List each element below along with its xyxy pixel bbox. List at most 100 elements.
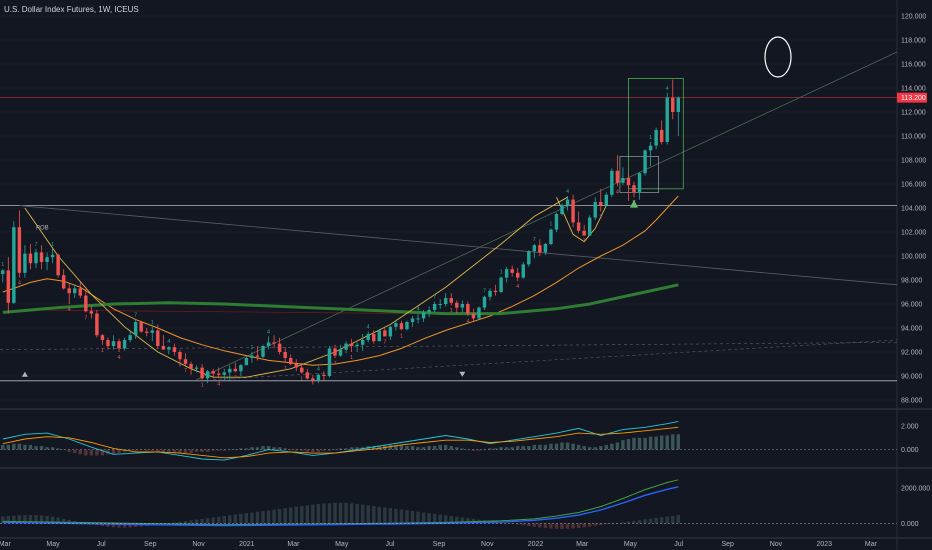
y-tick-label: 110.000	[901, 134, 926, 141]
triangle-up-marker[interactable]	[629, 199, 638, 208]
candle-body	[172, 347, 177, 352]
candle-body	[499, 277, 503, 292]
candle-body	[272, 342, 276, 344]
candle-body	[233, 368, 238, 372]
oscillator-histogram-bar	[399, 444, 404, 450]
candle-body	[565, 199, 570, 206]
parabolic-curve[interactable]	[556, 197, 607, 243]
oscillator-histogram-bar	[654, 436, 658, 450]
candle-body	[255, 355, 260, 357]
oscillator-histogram-bar	[294, 449, 298, 451]
candle-body	[156, 330, 160, 346]
td-setup-count: 4	[267, 329, 270, 335]
indicator-histogram-bar	[23, 515, 27, 524]
indicator-histogram-bar	[643, 519, 647, 524]
oscillator-histogram-bar	[139, 449, 143, 451]
candle-body	[421, 312, 426, 319]
td-setup-count: 1	[300, 377, 303, 383]
indicator-histogram-bar	[460, 517, 465, 524]
candle-body	[659, 130, 664, 142]
indicator-histogram-bar	[45, 516, 49, 524]
oscillator-histogram-bar	[416, 447, 420, 450]
indicator-histogram-bar	[338, 502, 343, 524]
td-setup-count: 4	[666, 86, 669, 92]
candle-body	[510, 269, 514, 273]
indicator-histogram-bar	[366, 505, 370, 524]
candle-body	[349, 343, 354, 346]
oscillator-histogram-bar	[61, 449, 66, 451]
oscillator-histogram-bar	[610, 443, 614, 450]
oscillator-histogram-bar	[671, 434, 675, 450]
candle-body	[95, 313, 99, 336]
oscillator-histogram-bar	[676, 434, 681, 450]
candle-body	[239, 365, 243, 372]
candle-body	[28, 253, 33, 264]
indicator-histogram-bar	[648, 518, 653, 524]
price-tag-label: 113.200	[901, 95, 926, 102]
y-tick-label: 100.000	[901, 254, 926, 261]
triangle-up-marker[interactable]	[21, 371, 28, 377]
candle-body	[189, 364, 193, 369]
x-tick-label: Mar	[0, 541, 11, 548]
td-setup-count: 7	[333, 361, 336, 367]
oscillator-histogram-bar	[222, 449, 226, 451]
indicator-y-tick-label: 0.000	[901, 521, 919, 528]
candle-body	[244, 358, 249, 366]
oscillator-histogram-bar	[427, 446, 431, 450]
oscillator-histogram-bar	[344, 448, 348, 450]
trend-line[interactable]	[196, 51, 898, 380]
triangle-down-marker[interactable]	[459, 371, 466, 377]
parabolic-curve[interactable]	[24, 196, 568, 378]
candle-body	[582, 230, 586, 236]
x-tick-label: Sep	[433, 541, 446, 548]
oscillator-histogram-bar	[316, 449, 321, 452]
candle-body	[532, 245, 537, 252]
indicator-histogram-bar	[438, 514, 442, 524]
y-tick-label: 98.000	[901, 278, 923, 285]
candle-body	[405, 322, 409, 330]
trend-line[interactable]	[19, 205, 898, 286]
oscillator-histogram-bar	[156, 449, 160, 452]
candle-body	[167, 347, 171, 350]
trend-line[interactable]	[30, 309, 419, 314]
td-setup-count: 7	[284, 366, 287, 372]
trend-line[interactable]	[0, 342, 898, 350]
oscillator-histogram-bar	[488, 448, 492, 450]
td-setup-count: 1	[151, 320, 154, 326]
candle-body	[128, 335, 132, 340]
candle-body	[161, 346, 166, 350]
candle-body	[416, 318, 420, 320]
candle-body	[610, 170, 614, 195]
oscillator-histogram-bar	[405, 446, 409, 450]
candle-body	[205, 371, 210, 379]
td-setup-count: 7	[234, 375, 237, 381]
x-tick-label: May	[624, 541, 638, 548]
oscillator-histogram-bar	[565, 442, 570, 450]
indicator-histogram-bar	[383, 507, 387, 524]
candle-body	[283, 352, 287, 358]
oscillator-histogram-bar	[643, 437, 647, 450]
trend-line[interactable]	[213, 339, 898, 380]
td-setup-count: 4	[516, 284, 519, 290]
indicator-histogram-bar	[599, 523, 603, 526]
indicator-histogram-bar	[233, 514, 238, 524]
ellipse-annotation[interactable]	[764, 36, 792, 78]
chart-title: U.S. Dollar Index Futures, 1W, ICEUS	[4, 5, 139, 14]
candle-body	[538, 245, 542, 253]
oscillator-histogram-bar	[261, 446, 265, 450]
indicator-histogram-bar	[455, 516, 459, 524]
oscillator-histogram-bar	[460, 448, 465, 450]
candle-body	[427, 310, 431, 313]
indicator-histogram-bar	[499, 522, 503, 524]
oscillator-histogram-bar	[277, 447, 282, 450]
oscillator-histogram-bar	[421, 447, 426, 450]
oscillator-histogram-bar	[311, 449, 315, 452]
highlight-box[interactable]	[628, 78, 684, 190]
oscillator-histogram-bar	[73, 449, 77, 454]
candle-body	[100, 335, 105, 340]
x-tick-label: 2021	[239, 541, 255, 548]
indicator-histogram-bar	[189, 520, 193, 524]
oscillator-histogram-bar	[482, 449, 487, 451]
x-tick-label: Nov	[770, 541, 783, 548]
